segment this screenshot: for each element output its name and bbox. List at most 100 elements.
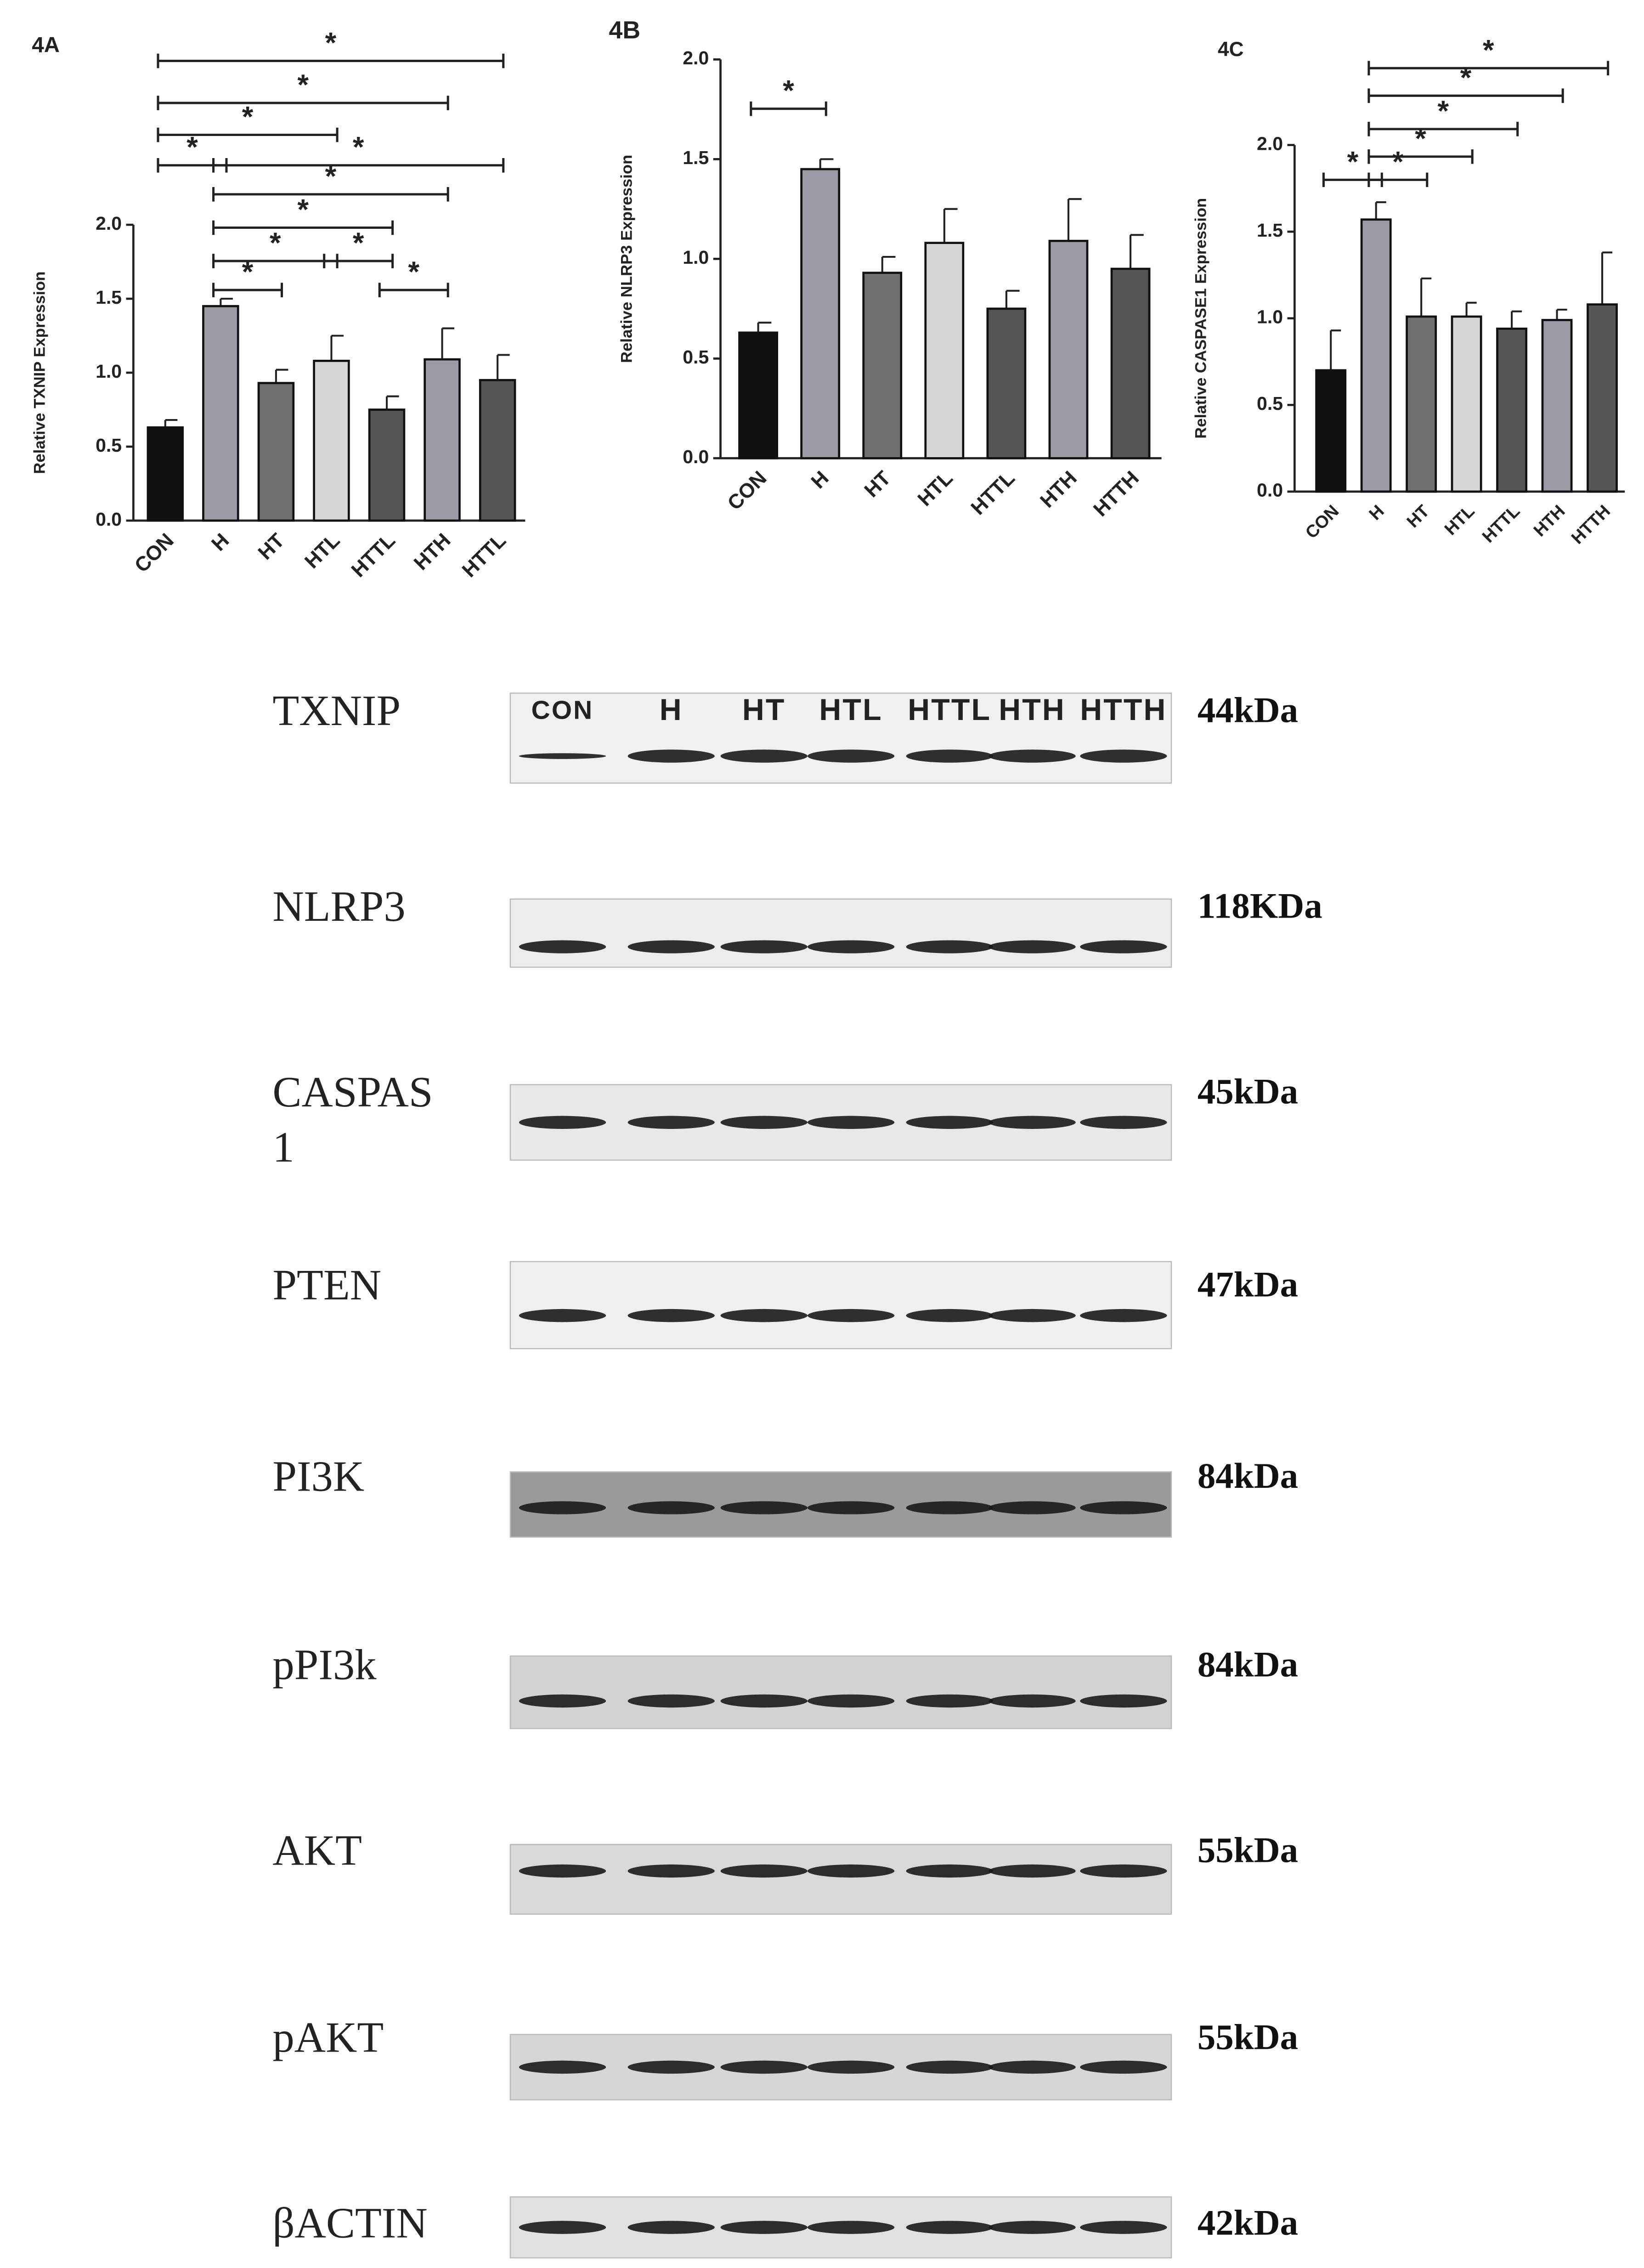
blot-band [906,2060,993,2074]
blot-band [1080,1501,1167,1514]
significance-label: * [353,131,364,164]
bar [147,426,184,522]
bar [313,359,350,522]
blot-band [1080,749,1167,763]
significance-label: * [242,101,254,133]
y-tick-label: 1.5 [683,147,709,168]
x-tick-label: HT [860,467,895,502]
blot-band [906,749,993,763]
protein-label: CASPAS 1 [272,1068,433,1172]
y-axis-label: Relative NLRP3 Expression [618,155,636,363]
bar [1451,315,1482,493]
x-tick-label: CON [1302,501,1343,542]
protein-label: AKT [272,1827,362,1875]
molecular-weight: 42kDa [1197,2204,1299,2244]
significance-label: * [325,27,337,59]
lane-label: HTL [819,693,882,727]
blot-band [1080,940,1167,953]
blot-band [807,2221,895,2234]
significance-bracket [212,283,283,297]
significance-label: * [1483,34,1494,66]
x-tick-label: HT [1403,501,1433,531]
significance-bracket [157,127,339,142]
molecular-weight: 84kDa [1197,1457,1299,1497]
blot-band [720,1501,808,1514]
blot-band [519,1309,606,1322]
significance-bracket [212,158,505,173]
blot-band [720,1309,808,1322]
blot-band [720,1116,808,1129]
protein-label: PTEN [272,1261,382,1310]
bar [800,168,841,459]
bar [1110,267,1151,459]
protein-label: pPI3k [272,1641,377,1690]
blot-band [1080,2221,1167,2234]
blot-band [906,940,993,953]
significance-bracket [212,187,449,202]
molecular-weight: 44kDa [1197,692,1299,731]
y-axis-label: Relative TXNIP Expression [31,272,49,474]
blot-band [807,1501,895,1514]
y-tick-label: 0.0 [1257,480,1283,501]
significance-label: * [186,131,198,164]
blot-band [720,1864,808,1878]
blot-band [519,753,606,759]
panel-title: 4A [32,33,60,57]
blot-band [519,2221,606,2234]
molecular-weight: 47kDa [1197,1266,1299,1305]
significance-label: * [242,256,254,288]
protein-label: βACTIN [272,2200,428,2248]
bar [368,408,406,522]
blot-band [906,1864,993,1878]
blot-band [807,2060,895,2074]
blot-band [627,940,715,953]
molecular-weight: 55kDa [1197,1831,1299,1871]
blot-band [1080,1116,1167,1129]
blot-band [627,1309,715,1322]
blot-band [519,2060,606,2074]
bar [1541,319,1573,493]
blot-band [906,1116,993,1129]
x-tick-label: HTH [1530,501,1569,540]
bar [1360,218,1392,493]
significance-label: * [408,256,419,288]
significance-bracket [1367,172,1429,187]
blot-band [989,1309,1076,1322]
x-tick-label: HTTH [1568,501,1614,548]
blot-band [519,1864,606,1878]
lane-label: CON [531,696,594,725]
blot-band [519,940,606,953]
protein-label: NLRP3 [272,883,406,931]
blot-membrane [509,1655,1172,1729]
protein-label: TXNIP [272,687,401,736]
protein-label: PI3K [272,1453,365,1501]
x-tick-label: H [807,467,833,493]
molecular-weight: 84kDa [1197,1646,1299,1685]
y-tick-label: 0.0 [96,509,122,530]
blot-band [906,2221,993,2234]
blot-band [627,1501,715,1514]
blot-band [906,1501,993,1514]
y-tick-label: 1.5 [96,287,122,308]
y-tick-label: 1.0 [1257,306,1283,328]
x-tick-label: HTTL [458,529,510,582]
bar [1587,303,1618,493]
significance-label: * [270,227,281,259]
blot-band [1080,1694,1167,1708]
significance-label: * [297,69,309,101]
blot-band [627,2221,715,2234]
significance-bracket [157,96,449,110]
blot-band [906,1309,993,1322]
blot-membrane [509,898,1172,968]
significance-bracket [1367,61,1610,76]
x-tick-label: HTL [1441,501,1479,539]
x-tick-label: HTH [1036,467,1081,512]
bar [738,331,778,459]
y-tick-label: 0.5 [96,435,122,456]
blot-membrane [509,692,1172,784]
x-tick-label: HTH [410,529,455,575]
panel-title: 4B [609,17,641,44]
blot-band [989,940,1076,953]
